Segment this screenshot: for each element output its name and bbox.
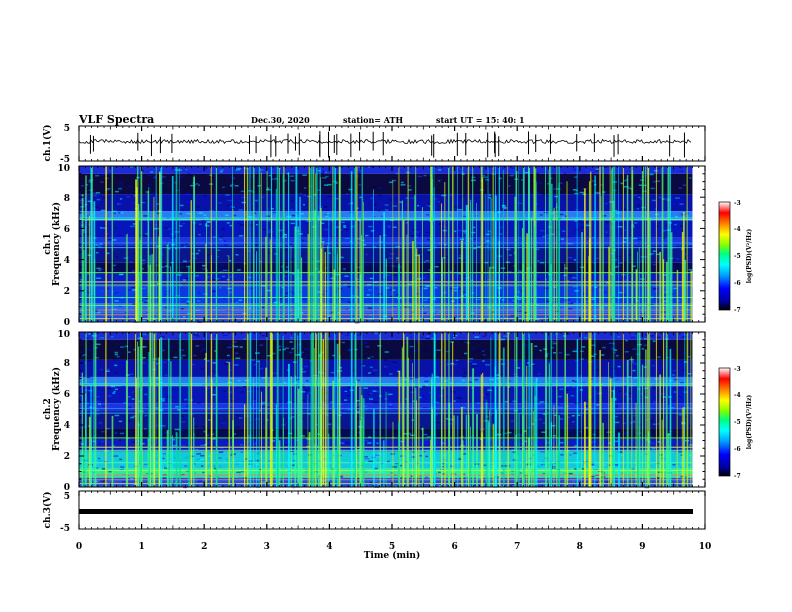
ch3-ytick-top: 5 (64, 492, 70, 502)
ch1-spectrogram-image (79, 166, 705, 324)
ch3-waveform-ylabel: ch.3(V) (42, 492, 53, 529)
sp1-ytick-10: 10 (57, 164, 70, 174)
sp1-ytick-0: 0 (64, 318, 70, 328)
ch1-ytick-bottom: -5 (60, 155, 70, 165)
xtick-4: 4 (326, 542, 332, 552)
start-time-label: start UT = 15: 40: 1 (436, 115, 525, 125)
sp2-ytick-8: 8 (64, 359, 70, 369)
sp2-ytick-4: 4 (64, 421, 70, 431)
cb2-tick-m6: -6 (734, 446, 741, 453)
ch3-ytick-bottom: -5 (60, 524, 70, 534)
ch3-waveform-panel: 5 -5 ch.3(V) (42, 490, 706, 534)
xtick-6: 6 (451, 542, 457, 552)
sp2-ytick-2: 2 (64, 452, 70, 462)
station-label: station= ATH (343, 115, 404, 125)
xtick-5: 5 (389, 542, 395, 552)
ch2-spectrogram-channel-label: ch.2 (43, 398, 53, 419)
cb1-tick-m3: -3 (734, 200, 741, 207)
time-axis-labels: 0 1 2 3 4 5 6 7 8 9 10 Time (min) (76, 542, 711, 561)
xtick-3: 3 (264, 542, 270, 552)
ch1-waveform-spikes (89, 131, 685, 158)
xtick-8: 8 (577, 542, 583, 552)
ch1-waveform-ylabel: ch.1(V) (42, 125, 53, 162)
xtick-10: 10 (699, 542, 712, 552)
colorbar-ch1-scale (718, 201, 731, 311)
cb2-tick-m4: -4 (734, 392, 741, 399)
time-axis-ticks (78, 126, 706, 529)
sp1-ytick-6: 6 (64, 225, 70, 235)
ch2-spectrogram-panel: 0 2 4 6 8 10 ch.2 Frequency (kHz) (43, 330, 706, 493)
xtick-0: 0 (76, 542, 82, 552)
ch3-waveform-trace (79, 509, 693, 514)
ch2-spectrogram-ylabel: Frequency (kHz) (51, 367, 62, 451)
xtick-1: 1 (138, 542, 144, 552)
ch1-waveform-frame (78, 125, 706, 162)
colorbar-ch2: -3 -4 -5 -6 -7 log(PSD)(V²/Hz) (718, 366, 753, 480)
ch1-spectrogram-ylabel: Frequency (kHz) (51, 202, 62, 286)
ch1-waveform-panel: 5 -5 ch.1(V) (42, 124, 706, 165)
sp1-ytick-2: 2 (64, 287, 70, 297)
cb2-tick-m7: -7 (734, 473, 741, 480)
sp1-ytick-4: 4 (64, 256, 70, 266)
cb1-tick-m4: -4 (734, 226, 741, 233)
cb2-tick-m3: -3 (734, 366, 741, 373)
colorbar-ch1-label: log(PSD)(V²/Hz) (746, 229, 753, 284)
colorbar-ch2-label: log(PSD)(V²/Hz) (746, 395, 753, 450)
ch1-spectrogram-channel-label: ch.1 (43, 233, 53, 254)
xtick-7: 7 (514, 542, 520, 552)
cb1-tick-m7: -7 (734, 307, 741, 314)
sp2-ytick-10: 10 (57, 330, 70, 340)
xtick-2: 2 (201, 542, 207, 552)
colorbar-ch2-scale (718, 367, 731, 477)
ch1-ytick-top: 5 (64, 124, 70, 134)
sp2-ytick-0: 0 (64, 483, 70, 493)
cb1-tick-m5: -5 (734, 253, 741, 260)
cb1-tick-m6: -6 (734, 280, 741, 287)
ch1-spectrogram-panel: 0 2 4 6 8 10 ch.1 Frequency (kHz) (43, 164, 706, 328)
sp1-ytick-8: 8 (64, 194, 70, 204)
cb2-tick-m5: -5 (734, 419, 741, 426)
figure-title: VLF Spectra (79, 113, 155, 126)
time-axis-label: Time (min) (364, 550, 421, 561)
date-label: Dec.30, 2020 (251, 115, 310, 125)
xtick-9: 9 (639, 542, 645, 552)
ch1-waveform-trace (78, 138, 692, 145)
colorbar-ch1: -3 -4 -5 -6 -7 log(PSD)(V²/Hz) (718, 200, 753, 314)
ch2-spectrogram-image (79, 332, 705, 489)
sp2-ytick-6: 6 (64, 390, 70, 400)
